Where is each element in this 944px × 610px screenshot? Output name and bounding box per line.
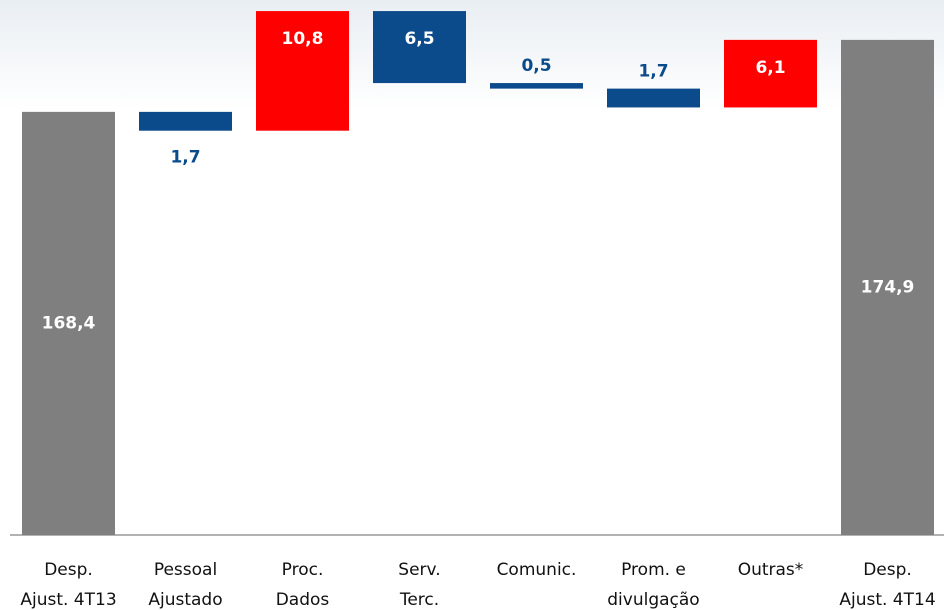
bar (724, 39, 817, 108)
x-tick-label: Proc. (282, 560, 324, 580)
x-tick-label: Terc. (399, 590, 439, 610)
x-tick-label: Outras* (738, 560, 804, 580)
bar (256, 11, 349, 131)
bar (607, 88, 700, 108)
bar (22, 111, 115, 535)
bar (139, 111, 232, 131)
value-label: 168,4 (42, 313, 96, 333)
x-tick-label: Pessoal (154, 560, 217, 580)
value-label: 6,1 (755, 58, 785, 78)
x-tick-label: Desp. (863, 560, 912, 580)
x-tick-label: Dados (276, 590, 330, 610)
bar (373, 11, 466, 84)
x-tick-label: divulgação (607, 590, 699, 610)
x-tick-label: Prom. e (621, 560, 686, 580)
x-tick-label: Ajust. 4T14 (839, 590, 935, 610)
bar (841, 39, 934, 535)
x-tick-label: Ajust. 4T13 (20, 590, 116, 610)
value-label: 6,5 (404, 29, 434, 49)
x-tick-label: Comunic. (497, 560, 577, 580)
bar (490, 83, 583, 89)
x-tick-label: Serv. (398, 560, 440, 580)
value-label: 0,5 (521, 56, 551, 76)
value-label: 10,8 (282, 29, 324, 49)
value-label: 1,7 (170, 148, 200, 168)
value-label: 1,7 (638, 62, 668, 82)
value-label: 174,9 (861, 277, 915, 297)
x-tick-label: Desp. (44, 560, 93, 580)
x-tick-label: Ajustado (148, 590, 222, 610)
